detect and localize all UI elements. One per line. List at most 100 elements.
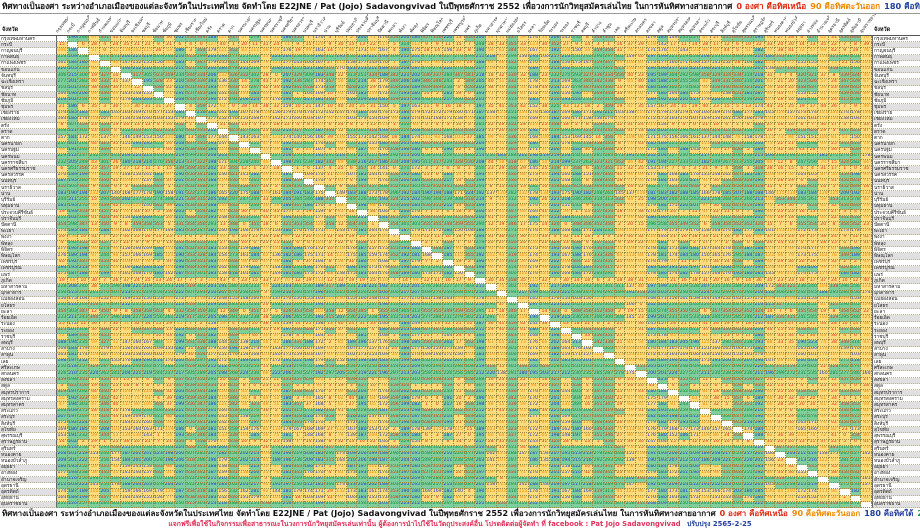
bearing-cell: 64 <box>432 60 444 68</box>
bearing-cell: 10 <box>421 91 433 99</box>
bearing-cell: 315 <box>389 67 401 74</box>
bearing-cell: 186 <box>174 48 186 55</box>
bearing-cell: 287 <box>303 79 315 86</box>
direction-legend: 0 องศา คือทิศเหนือ 90 คือทิศตะวันออก 180 ค… <box>732 0 920 13</box>
bearing-cell: 270 <box>421 67 433 74</box>
bearing-cell: 215 <box>67 73 79 80</box>
bearing-cell: 17 <box>711 42 722 49</box>
bearing-cell: 106 <box>625 60 637 68</box>
bearing-cell: 119 <box>485 67 497 74</box>
column-header-7: ฉะเชิงเทรา <box>130 14 148 36</box>
bearing-cell: 83 <box>239 48 251 55</box>
bearing-cell: 271 <box>421 54 433 61</box>
row-label-right: ชัยนาท <box>872 91 920 99</box>
bearing-cell: 355 <box>721 36 733 43</box>
column-header-45: ร้อยเอ็ด <box>538 14 551 36</box>
row-label-left: ชัยภูมิ <box>0 98 57 105</box>
bearing-cell: 28 <box>485 42 497 49</box>
bearing-cell: 228 <box>689 54 701 61</box>
bearing-cell: 252 <box>571 36 583 43</box>
bearing-cell: 119 <box>121 48 133 55</box>
legend-item-0: 0 องศา คือทิศเหนือ <box>736 1 807 11</box>
bearing-cell: 34 <box>271 85 283 92</box>
bearing-cell: 354 <box>185 36 197 43</box>
bearing-cell: 64 <box>110 91 122 99</box>
bearing-cell: 188 <box>475 60 486 68</box>
bearing-cell: 214 <box>550 85 561 92</box>
bearing-cell: 28 <box>700 42 712 49</box>
bearing-cell: 338 <box>603 79 615 86</box>
bearing-cell: 278 <box>250 79 261 86</box>
bearing-cell: 7 <box>389 60 401 68</box>
bearing-cell: 210 <box>174 79 186 86</box>
bearing-cell: 349 <box>432 85 444 92</box>
bearing-cell: 302 <box>668 85 679 92</box>
bearing-cell: 183 <box>250 91 261 99</box>
bearing-cell: 22 <box>754 42 765 49</box>
row-label-right: กำแพงเพชร <box>872 60 920 68</box>
bearing-cell: 221 <box>303 67 315 74</box>
column-header-66: สุรินทร์ <box>763 14 776 36</box>
bearing-cell: 205 <box>475 79 486 86</box>
bearing-cell: 347 <box>453 73 465 80</box>
bearing-cell: 24 <box>829 79 840 86</box>
bearing-cell: 106 <box>57 48 68 55</box>
bearing-cell: 155 <box>142 60 154 68</box>
bearing-cell: 233 <box>743 67 755 74</box>
bearing-cell: 246 <box>164 54 175 61</box>
bearing-cell: 200 <box>207 67 218 74</box>
bearing-cell: 175 <box>571 60 583 68</box>
bearing-cell: 28 <box>260 73 272 80</box>
bearing-cell: 175 <box>689 91 701 99</box>
row-label-right: จันทบุรี <box>872 73 920 80</box>
bearing-cell: 201 <box>754 79 765 86</box>
bearing-cell: 336 <box>99 85 111 92</box>
bearing-cell: 356 <box>464 36 476 43</box>
bearing-cell: 94 <box>700 48 712 55</box>
bearing-cell: 214 <box>357 79 368 86</box>
bearing-cell: 312 <box>325 54 336 61</box>
bearing-cell: 38 <box>636 85 647 92</box>
bearing-cell: 95 <box>764 91 776 99</box>
bearing-cell: 124 <box>121 85 133 92</box>
bearing-cell: 96 <box>132 36 143 43</box>
bearing-cell: 193 <box>378 54 390 61</box>
row-label-left: จันทบุรี <box>0 73 57 80</box>
diagonal-cell <box>99 60 111 68</box>
bearing-cell: 53 <box>164 48 175 55</box>
row-label-right: กาฬสินธุ์ <box>872 54 920 61</box>
bearing-cell: 17 <box>668 42 679 49</box>
bearing-cell: 184 <box>646 79 658 86</box>
bearing-cell: 350 <box>389 85 401 92</box>
column-header-label: อยุธยา <box>795 20 808 35</box>
bearing-cell: 24 <box>271 42 283 49</box>
bearing-cell: 232 <box>550 73 561 80</box>
bearing-cell: 334 <box>786 67 797 74</box>
bearing-cell: 150 <box>571 48 583 55</box>
bearing-cell: 19 <box>850 48 862 55</box>
bearing-cell: 210 <box>561 54 572 61</box>
bearing-cell: 284 <box>443 73 454 80</box>
bearing-cell: 42 <box>829 48 840 55</box>
bearing-cell: 81 <box>518 91 529 99</box>
column-header-43: ยโสธร <box>516 14 529 36</box>
bearing-cell: 190 <box>400 48 411 55</box>
bearing-cell: 54 <box>818 85 830 92</box>
bearing-cell: 41 <box>786 48 797 55</box>
bearing-cell: 354 <box>389 36 401 43</box>
bearing-cell: 56 <box>335 79 347 86</box>
bearing-cell: 56 <box>260 48 272 55</box>
bearing-cell: 148 <box>132 91 143 99</box>
bearing-cell: 160 <box>668 60 679 68</box>
bearing-cell: 38 <box>485 85 497 92</box>
bearing-cell: 188 <box>528 73 540 80</box>
bearing-cell: 179 <box>207 60 218 68</box>
column-header-32: พังงา <box>398 14 411 36</box>
bearing-cell: 197 <box>646 54 658 61</box>
bearing-cell: 182 <box>754 48 765 55</box>
bearing-cell: 24 <box>110 42 122 49</box>
bearing-cell: 357 <box>807 36 819 43</box>
bearing-cell: 190 <box>475 48 486 55</box>
bearing-cell: 279 <box>432 67 444 74</box>
bearing-cell: 57 <box>239 36 251 43</box>
